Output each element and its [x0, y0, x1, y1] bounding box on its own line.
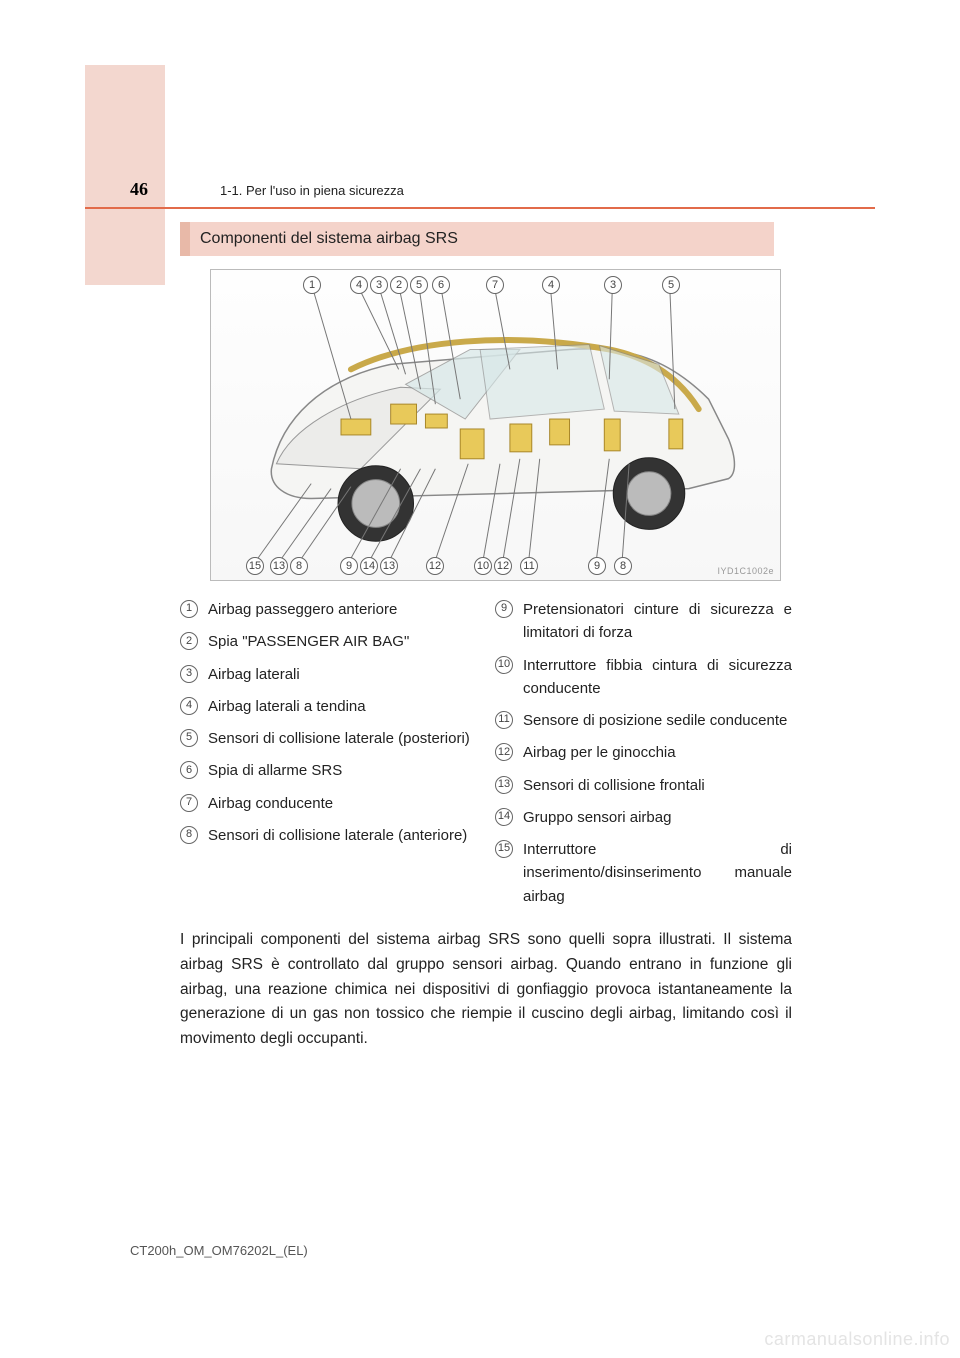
callout-number: 13: [270, 557, 288, 575]
callout-number: 12: [494, 557, 512, 575]
items-left-column: 1 Airbag passeggero anteriore 2 Spia "PASSE…: [180, 598, 477, 917]
list-item: 12 Airbag per le ginocchia: [495, 741, 792, 764]
callout-number: 13: [380, 557, 398, 575]
list-item-text: Spia "PASSENGER AIR BAG": [208, 630, 477, 653]
callout-number: 7: [486, 276, 504, 294]
callout-number: 4: [350, 276, 368, 294]
section-title: Componenti del sistema airbag SRS: [200, 230, 458, 248]
list-item-text: Airbag passeggero anteriore: [208, 598, 477, 621]
list-item-number: 5: [180, 729, 198, 747]
car-cutaway-svg: [211, 270, 780, 580]
manual-page: 46 1-1. Per l'uso in piena sicurezza Com…: [0, 0, 960, 1358]
airbag-diagram: IYD1C1002e: [210, 269, 781, 581]
breadcrumb: 1-1. Per l'uso in piena sicurezza: [220, 183, 404, 198]
section-tab: [85, 65, 165, 285]
section-header-accent: [180, 222, 190, 256]
watermark: carmanualsonline.info: [764, 1329, 950, 1350]
list-item: 7 Airbag conducente: [180, 792, 477, 815]
list-item-text: Sensori di collisione laterale (posterio…: [208, 727, 477, 750]
body-paragraph: I principali componenti del sistema airb…: [180, 928, 792, 1052]
list-item: 4 Airbag laterali a tendina: [180, 695, 477, 718]
items-right-column: 9 Pretensionatori cinture di sicurezza e …: [495, 598, 792, 917]
callout-number: 8: [290, 557, 308, 575]
callout-number: 2: [390, 276, 408, 294]
callout-number: 15: [246, 557, 264, 575]
list-item-text: Airbag laterali: [208, 663, 477, 686]
header-rule: [85, 207, 875, 209]
callout-number: 10: [474, 557, 492, 575]
callout-number: 5: [410, 276, 428, 294]
list-item-number: 4: [180, 697, 198, 715]
list-item: 15 Interruttore di inserimento/disinserim…: [495, 838, 792, 908]
list-item-text: Sensori di collisione frontali: [523, 774, 792, 797]
list-item: 1 Airbag passeggero anteriore: [180, 598, 477, 621]
list-item-text: Airbag per le ginocchia: [523, 741, 792, 764]
list-item-number: 1: [180, 600, 198, 618]
callout-row-bottom: 15138914131210121198: [210, 557, 781, 577]
callout-number: 11: [520, 557, 538, 575]
list-item-number: 7: [180, 794, 198, 812]
callout-number: 9: [340, 557, 358, 575]
list-item: 6 Spia di allarme SRS: [180, 759, 477, 782]
callout-number: 6: [432, 276, 450, 294]
list-item-text: Spia di allarme SRS: [208, 759, 477, 782]
list-item: 9 Pretensionatori cinture di sicurezza e …: [495, 598, 792, 645]
list-item-text: Gruppo sensori airbag: [523, 806, 792, 829]
list-item: 3 Airbag laterali: [180, 663, 477, 686]
callout-number: 1: [303, 276, 321, 294]
callout-number: 4: [542, 276, 560, 294]
callout-number: 3: [370, 276, 388, 294]
callout-number: 8: [614, 557, 632, 575]
list-item-number: 6: [180, 761, 198, 779]
list-item-number: 9: [495, 600, 513, 618]
item-columns: 1 Airbag passeggero anteriore 2 Spia "PASSE…: [180, 598, 792, 917]
list-item: 14 Gruppo sensori airbag: [495, 806, 792, 829]
list-item-text: Interruttore fibbia cintura di sicurezza…: [523, 654, 792, 701]
list-item: 11 Sensore di posizione sedile conducente: [495, 709, 792, 732]
list-item-number: 14: [495, 808, 513, 826]
callout-number: 14: [360, 557, 378, 575]
callout-number: 9: [588, 557, 606, 575]
list-item-number: 12: [495, 743, 513, 761]
list-item-number: 10: [495, 656, 513, 674]
callout-number: 12: [426, 557, 444, 575]
list-item: 2 Spia "PASSENGER AIR BAG": [180, 630, 477, 653]
list-item-number: 2: [180, 632, 198, 650]
callout-number: 3: [604, 276, 622, 294]
list-item-text: Airbag laterali a tendina: [208, 695, 477, 718]
list-item-text: Sensori di collisione laterale (anterior…: [208, 824, 477, 847]
list-item: 13 Sensori di collisione frontali: [495, 774, 792, 797]
list-item-number: 3: [180, 665, 198, 683]
list-item-text: Sensore di posizione sedile conducente: [523, 709, 792, 732]
list-item-text: Pretensionatori cinture di sicurezza e l…: [523, 598, 792, 645]
section-header: Componenti del sistema airbag SRS: [180, 222, 774, 256]
page-number: 46: [130, 179, 148, 200]
list-item: 10 Interruttore fibbia cintura di sicurez…: [495, 654, 792, 701]
list-item: 5 Sensori di collisione laterale (posteri…: [180, 727, 477, 750]
list-item-number: 13: [495, 776, 513, 794]
list-item-number: 15: [495, 840, 513, 858]
list-item-text: Airbag conducente: [208, 792, 477, 815]
list-item-number: 8: [180, 826, 198, 844]
callout-row-top: 1432567435: [210, 276, 781, 296]
footer-doc-code: CT200h_OM_OM76202L_(EL): [130, 1243, 308, 1258]
list-item-number: 11: [495, 711, 513, 729]
callout-number: 5: [662, 276, 680, 294]
list-item-text: Interruttore di inserimento/disinserimen…: [523, 838, 792, 908]
list-item: 8 Sensori di collisione laterale (anterio…: [180, 824, 477, 847]
